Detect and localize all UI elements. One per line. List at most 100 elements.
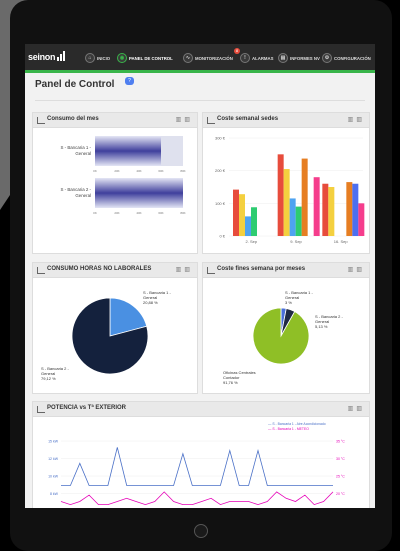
y-tick-label-left: 15 kW	[48, 440, 59, 444]
bar	[352, 183, 359, 236]
chart-icon	[207, 117, 215, 124]
x-tick-label: 40K	[136, 169, 141, 173]
x-tick-label: 60K	[158, 211, 163, 215]
y-tick-label-left: 10 kW	[48, 475, 59, 479]
x-tick-label: 2. Sep	[246, 239, 258, 244]
nav-item-monitorizacion[interactable]: ∿ MONITORIZACIÓN	[183, 52, 233, 64]
report-icon: ▤	[278, 53, 288, 63]
y-tick-label-right: 30 °C	[336, 457, 345, 461]
home-icon: ⌂	[85, 53, 95, 63]
x-tick-label: 80K	[180, 169, 185, 173]
panel-tools[interactable]: ▥▥	[175, 117, 193, 123]
chart-coste-semanal: 300 € 200 € 100 € 0 € 2. Sep 9. Sep 16. Sep	[215, 136, 365, 244]
y-tick-label: 200 €	[215, 168, 226, 173]
x-tick-label: 40K	[136, 211, 141, 215]
panel-title: CONSUMO HORAS NO LABORALES	[47, 266, 152, 272]
bar	[328, 187, 335, 236]
nav-item-panel-de-control[interactable]: ◉ PANEL DE CONTROL	[117, 52, 173, 64]
slice-label: S - Bancaria 2 -	[315, 314, 343, 319]
category-label: General	[75, 193, 91, 198]
slice-percent: 91,76 %	[223, 380, 238, 385]
bar	[295, 206, 302, 236]
chart-icon	[37, 406, 45, 413]
chart-icon	[37, 267, 45, 274]
panel-tools[interactable]: ▥▥	[175, 267, 193, 273]
category-label: S - Bancaria 2 -	[60, 187, 91, 192]
x-tick-label: 20K	[114, 169, 119, 173]
chart-icon	[207, 267, 215, 274]
nav-item-informes[interactable]: ▤ INFORMES NV	[278, 52, 320, 64]
slice-label: S - Bancaria 2 -	[41, 366, 69, 371]
slice-percent: 79,12 %	[41, 376, 56, 381]
bar	[346, 182, 353, 236]
panel-potencia: POTENCIA vs Tª EXTERIOR ▥▥ 15 kW 35 °C 12 …	[32, 401, 370, 508]
chart-icon	[37, 117, 45, 124]
x-tick-label: 20K	[114, 211, 119, 215]
y-tick-label: 100 €	[215, 201, 226, 206]
slice-label: General	[285, 295, 299, 300]
title-divider	[35, 100, 365, 101]
series-line	[61, 447, 333, 486]
panel-title: POTENCIA vs Tª EXTERIOR	[47, 405, 127, 411]
bar	[283, 169, 290, 236]
slice-label: Contador	[223, 375, 240, 380]
slice-percent: 3 %	[285, 300, 292, 305]
legend-item: — S - Bancaria 1 - Aire Acondicionado	[268, 422, 326, 426]
panel-header: Consumo del mes ▥▥	[33, 113, 197, 128]
panel-title: Coste fines semana por meses	[217, 266, 306, 272]
dashboard-icon: ◉	[117, 53, 127, 63]
x-tick-label: 16. Sep	[334, 239, 349, 244]
gear-icon: ⚙	[322, 53, 332, 63]
y-tick-label-left: 12 kW	[48, 457, 59, 461]
slice-label: General	[41, 371, 55, 376]
panel-coste-fines: Coste fines semana por meses ▥▥ S - Banc…	[202, 262, 370, 394]
help-icon[interactable]: ?	[125, 77, 134, 85]
panel-header: Coste semanal sedes ▥▥	[203, 113, 369, 128]
top-navigation-bar: seinon ⌂ INICIO ◉ PANEL DE CONTROL ∿ MONITO…	[25, 44, 375, 70]
x-tick-label: 60K	[158, 169, 163, 173]
nav-item-alarmas[interactable]: ! ALARMAS	[240, 52, 273, 64]
bar	[358, 203, 365, 236]
pie-slice	[109, 297, 148, 337]
x-tick-label: 80K	[180, 211, 185, 215]
x-tick-label: 9. Sep	[290, 239, 302, 244]
bar	[277, 154, 284, 236]
nav-item-configuracion[interactable]: ⚙ CONFIGURACIÓN	[322, 52, 371, 64]
bell-icon: !	[240, 53, 250, 63]
panel-consumo-mes: Consumo del mes ▥▥ S - Bancaria 1 - Gener…	[32, 112, 198, 254]
panel-header: CONSUMO HORAS NO LABORALES ▥▥	[33, 263, 197, 278]
bar	[313, 177, 320, 236]
panel-title: Consumo del mes	[47, 116, 99, 122]
y-tick-label-right: 20 °C	[336, 492, 345, 496]
slice-label: S - Bancaria 1 -	[143, 290, 171, 295]
slice-percent: 20,88 %	[143, 300, 158, 305]
x-tick-label: 0K	[93, 169, 97, 173]
y-tick-label-right: 35 °C	[336, 440, 345, 444]
slice-percent: 5,13 %	[315, 324, 328, 329]
logo[interactable]: seinon	[28, 51, 67, 62]
panel-header: POTENCIA vs Tª EXTERIOR ▥▥	[33, 402, 369, 417]
panel-header: Coste fines semana por meses ▥▥	[203, 263, 369, 278]
slice-label: Oficinas Centrales	[223, 370, 256, 375]
logo-bars-icon	[57, 51, 67, 61]
panel-consumo-horas: CONSUMO HORAS NO LABORALES ▥▥ S - Bancar…	[32, 262, 198, 394]
bar	[95, 178, 183, 208]
nav-item-inicio[interactable]: ⌂ INICIO	[85, 52, 110, 64]
bar	[301, 158, 308, 236]
panel-title: Coste semanal sedes	[217, 116, 279, 122]
slice-label: General	[143, 295, 157, 300]
bar	[233, 189, 239, 236]
y-tick-label-left: 8 kW	[50, 492, 59, 496]
bar	[322, 183, 329, 236]
panel-tools[interactable]: ▥▥	[347, 406, 365, 412]
panel-tools[interactable]: ▥▥	[347, 267, 365, 273]
panel-tools[interactable]: ▥▥	[347, 117, 365, 123]
bar	[245, 216, 251, 236]
bar	[95, 136, 161, 166]
x-tick-label: 0K	[93, 211, 97, 215]
slice-label: General	[315, 319, 329, 324]
category-label: S - Bancaria 1 -	[60, 145, 91, 150]
home-button[interactable]	[194, 524, 208, 538]
